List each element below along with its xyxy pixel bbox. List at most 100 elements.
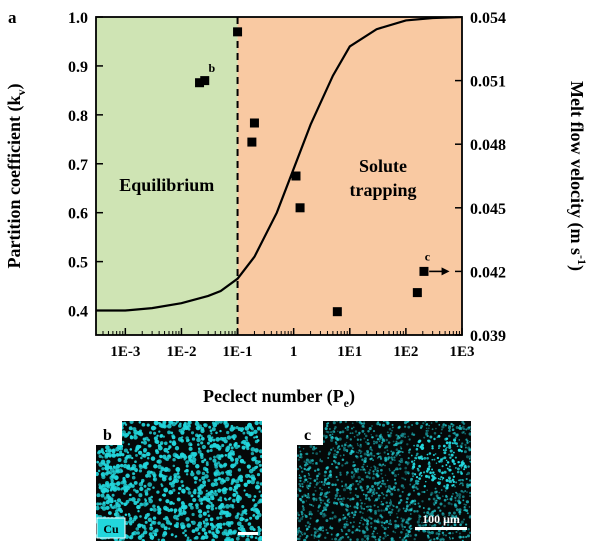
cu-speckle [201,471,206,476]
cu-speckle [343,446,346,450]
cu-speckle [322,514,326,518]
cu-speckle [143,484,147,488]
panel-b-scale-bar [238,532,258,535]
cu-speckle [191,529,196,534]
cu-speckle [334,494,338,498]
cu-speckle [123,492,126,495]
cu-speckle [442,538,445,541]
cu-speckle [363,459,367,463]
cu-speckle [254,484,260,490]
cu-speckle [298,446,301,449]
cu-speckle [307,495,310,499]
cu-speckle [147,517,152,522]
cu-speckle [375,434,378,437]
cu-speckle [328,428,331,430]
cu-speckle [314,486,316,489]
cu-speckle [397,426,401,429]
cu-speckle [454,436,457,439]
cu-speckle [325,519,329,523]
cu-speckle [219,429,222,433]
cu-speckle [382,493,385,496]
cu-speckle [456,470,460,474]
cu-speckle [140,523,144,527]
cu-speckle [171,434,175,438]
cu-speckle [464,446,467,449]
cu-speckle [361,529,365,533]
cu-speckle [375,422,379,426]
cu-speckle [377,494,381,497]
cu-speckle [346,471,349,474]
cu-speckle [331,463,334,466]
cu-speckle [405,473,407,476]
cu-speckle [436,436,439,439]
cu-speckle [410,454,413,457]
cu-speckle [148,474,152,478]
cu-speckle [142,453,147,458]
cu-speckle [409,508,413,512]
cu-speckle [442,533,445,536]
cu-speckle [374,498,379,502]
cu-speckle [163,526,168,531]
cu-speckle [306,463,309,466]
cu-speckle [96,493,101,498]
cu-speckle [324,508,328,511]
cu-speckle [414,486,418,489]
cu-speckle [192,490,197,495]
cu-speckle [311,459,314,462]
cu-speckle [436,499,438,502]
cu-speckle [185,436,189,440]
cu-speckle [345,533,348,536]
cu-speckle [101,456,104,459]
cu-speckle [323,484,326,486]
cu-speckle [134,467,138,472]
cu-speckle [198,486,202,489]
panel-c-eds-map: c 100 μm [297,421,471,541]
cu-speckle [246,479,250,483]
cu-speckle [194,480,197,484]
cu-speckle [381,437,384,439]
cu-speckle [122,476,126,481]
y-tick-label: 1.0 [68,10,88,27]
cu-speckle [347,536,350,539]
cu-speckle [117,487,121,491]
cu-speckle [351,432,354,435]
cu-speckle [374,468,377,471]
cu-speckle [306,486,308,489]
cu-speckle [234,461,239,465]
cu-speckle [376,438,380,441]
cu-speckle [441,465,444,468]
cu-speckle [297,513,300,517]
cu-speckle [324,477,328,481]
cu-speckle [135,446,140,451]
cu-speckle [438,444,441,448]
cu-speckle [227,523,232,528]
cu-speckle [170,431,174,435]
cu-speckle [433,458,436,461]
cu-speckle [104,480,110,486]
cu-speckle [98,483,102,487]
cu-speckle [341,458,345,461]
panel-c-label-box [297,421,323,445]
cu-speckle [120,502,124,505]
data-point [200,76,210,86]
points-layer [195,27,429,317]
cu-speckle [316,530,319,533]
cu-speckle [438,423,441,426]
cu-speckle [219,512,222,516]
cu-speckle [448,443,452,447]
cu-speckle [393,474,397,478]
cu-speckle [126,451,130,454]
cu-speckle [344,508,348,511]
cu-speckle [418,518,421,521]
cu-speckle [260,494,262,498]
cu-speckle [319,458,322,461]
region-label: trapping [349,180,416,200]
cu-speckle [297,454,300,457]
cu-speckle [430,491,434,495]
cu-speckle [335,453,338,456]
cu-speckle [310,534,313,536]
cu-speckle [126,466,131,470]
cu-speckle [386,449,389,452]
cu-speckle [337,497,340,501]
cu-speckle [344,483,348,486]
